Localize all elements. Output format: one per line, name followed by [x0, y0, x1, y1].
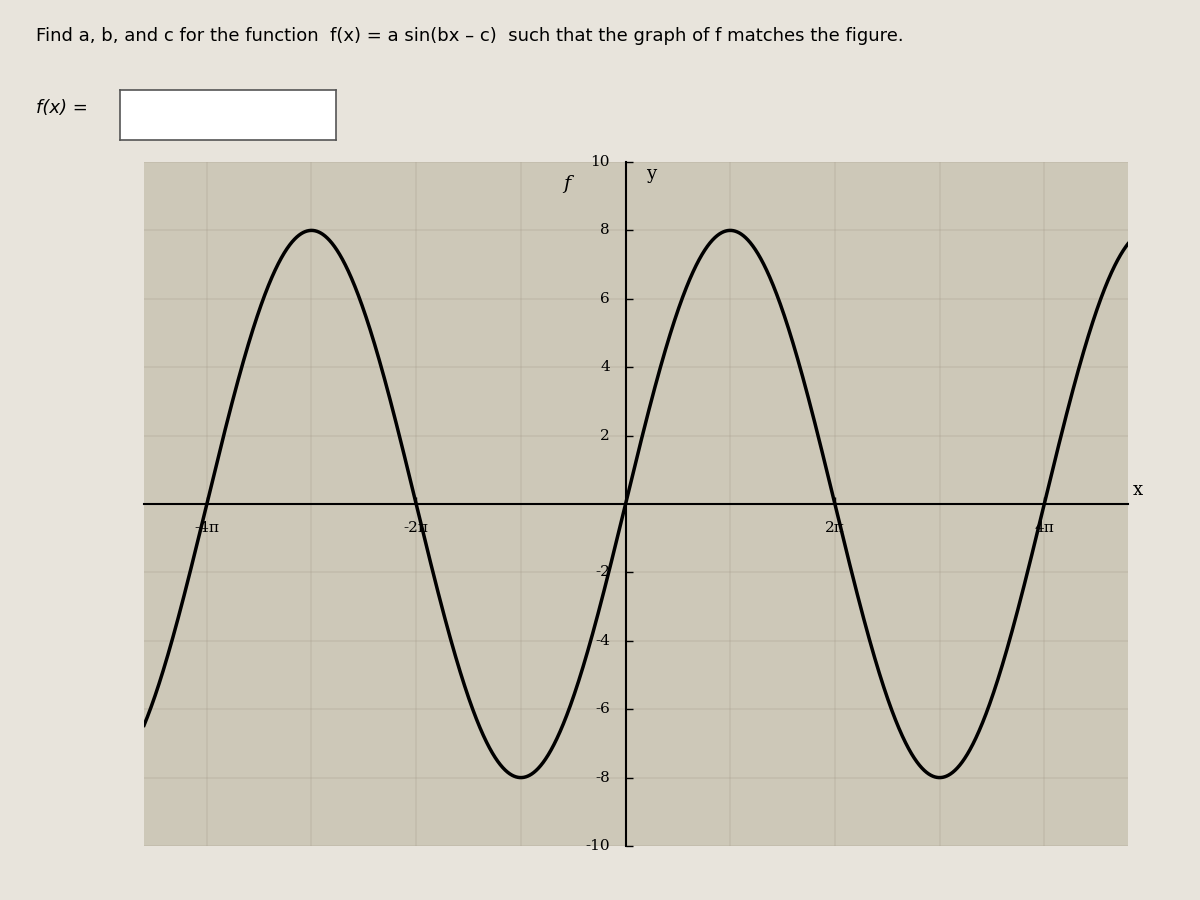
- Text: y: y: [647, 166, 656, 184]
- Text: -2π: -2π: [403, 521, 428, 535]
- Text: 4: 4: [600, 360, 610, 374]
- Text: x: x: [1133, 482, 1144, 500]
- Text: 6: 6: [600, 292, 610, 306]
- Text: f(x) =: f(x) =: [36, 99, 88, 117]
- Text: 8: 8: [600, 223, 610, 238]
- Text: -4: -4: [595, 634, 610, 648]
- Text: f: f: [563, 176, 570, 194]
- Text: -6: -6: [595, 702, 610, 716]
- Text: 2: 2: [600, 428, 610, 443]
- Text: Find a, b, and c for the function  f(x) = a sin(bx – c)  such that the graph of : Find a, b, and c for the function f(x) =…: [36, 27, 904, 45]
- Text: -8: -8: [595, 770, 610, 785]
- Text: 2π: 2π: [824, 521, 845, 535]
- Text: 10: 10: [590, 155, 610, 169]
- Text: -2: -2: [595, 565, 610, 580]
- Text: -10: -10: [586, 839, 610, 853]
- Text: 4π: 4π: [1034, 521, 1054, 535]
- Text: -4π: -4π: [194, 521, 220, 535]
